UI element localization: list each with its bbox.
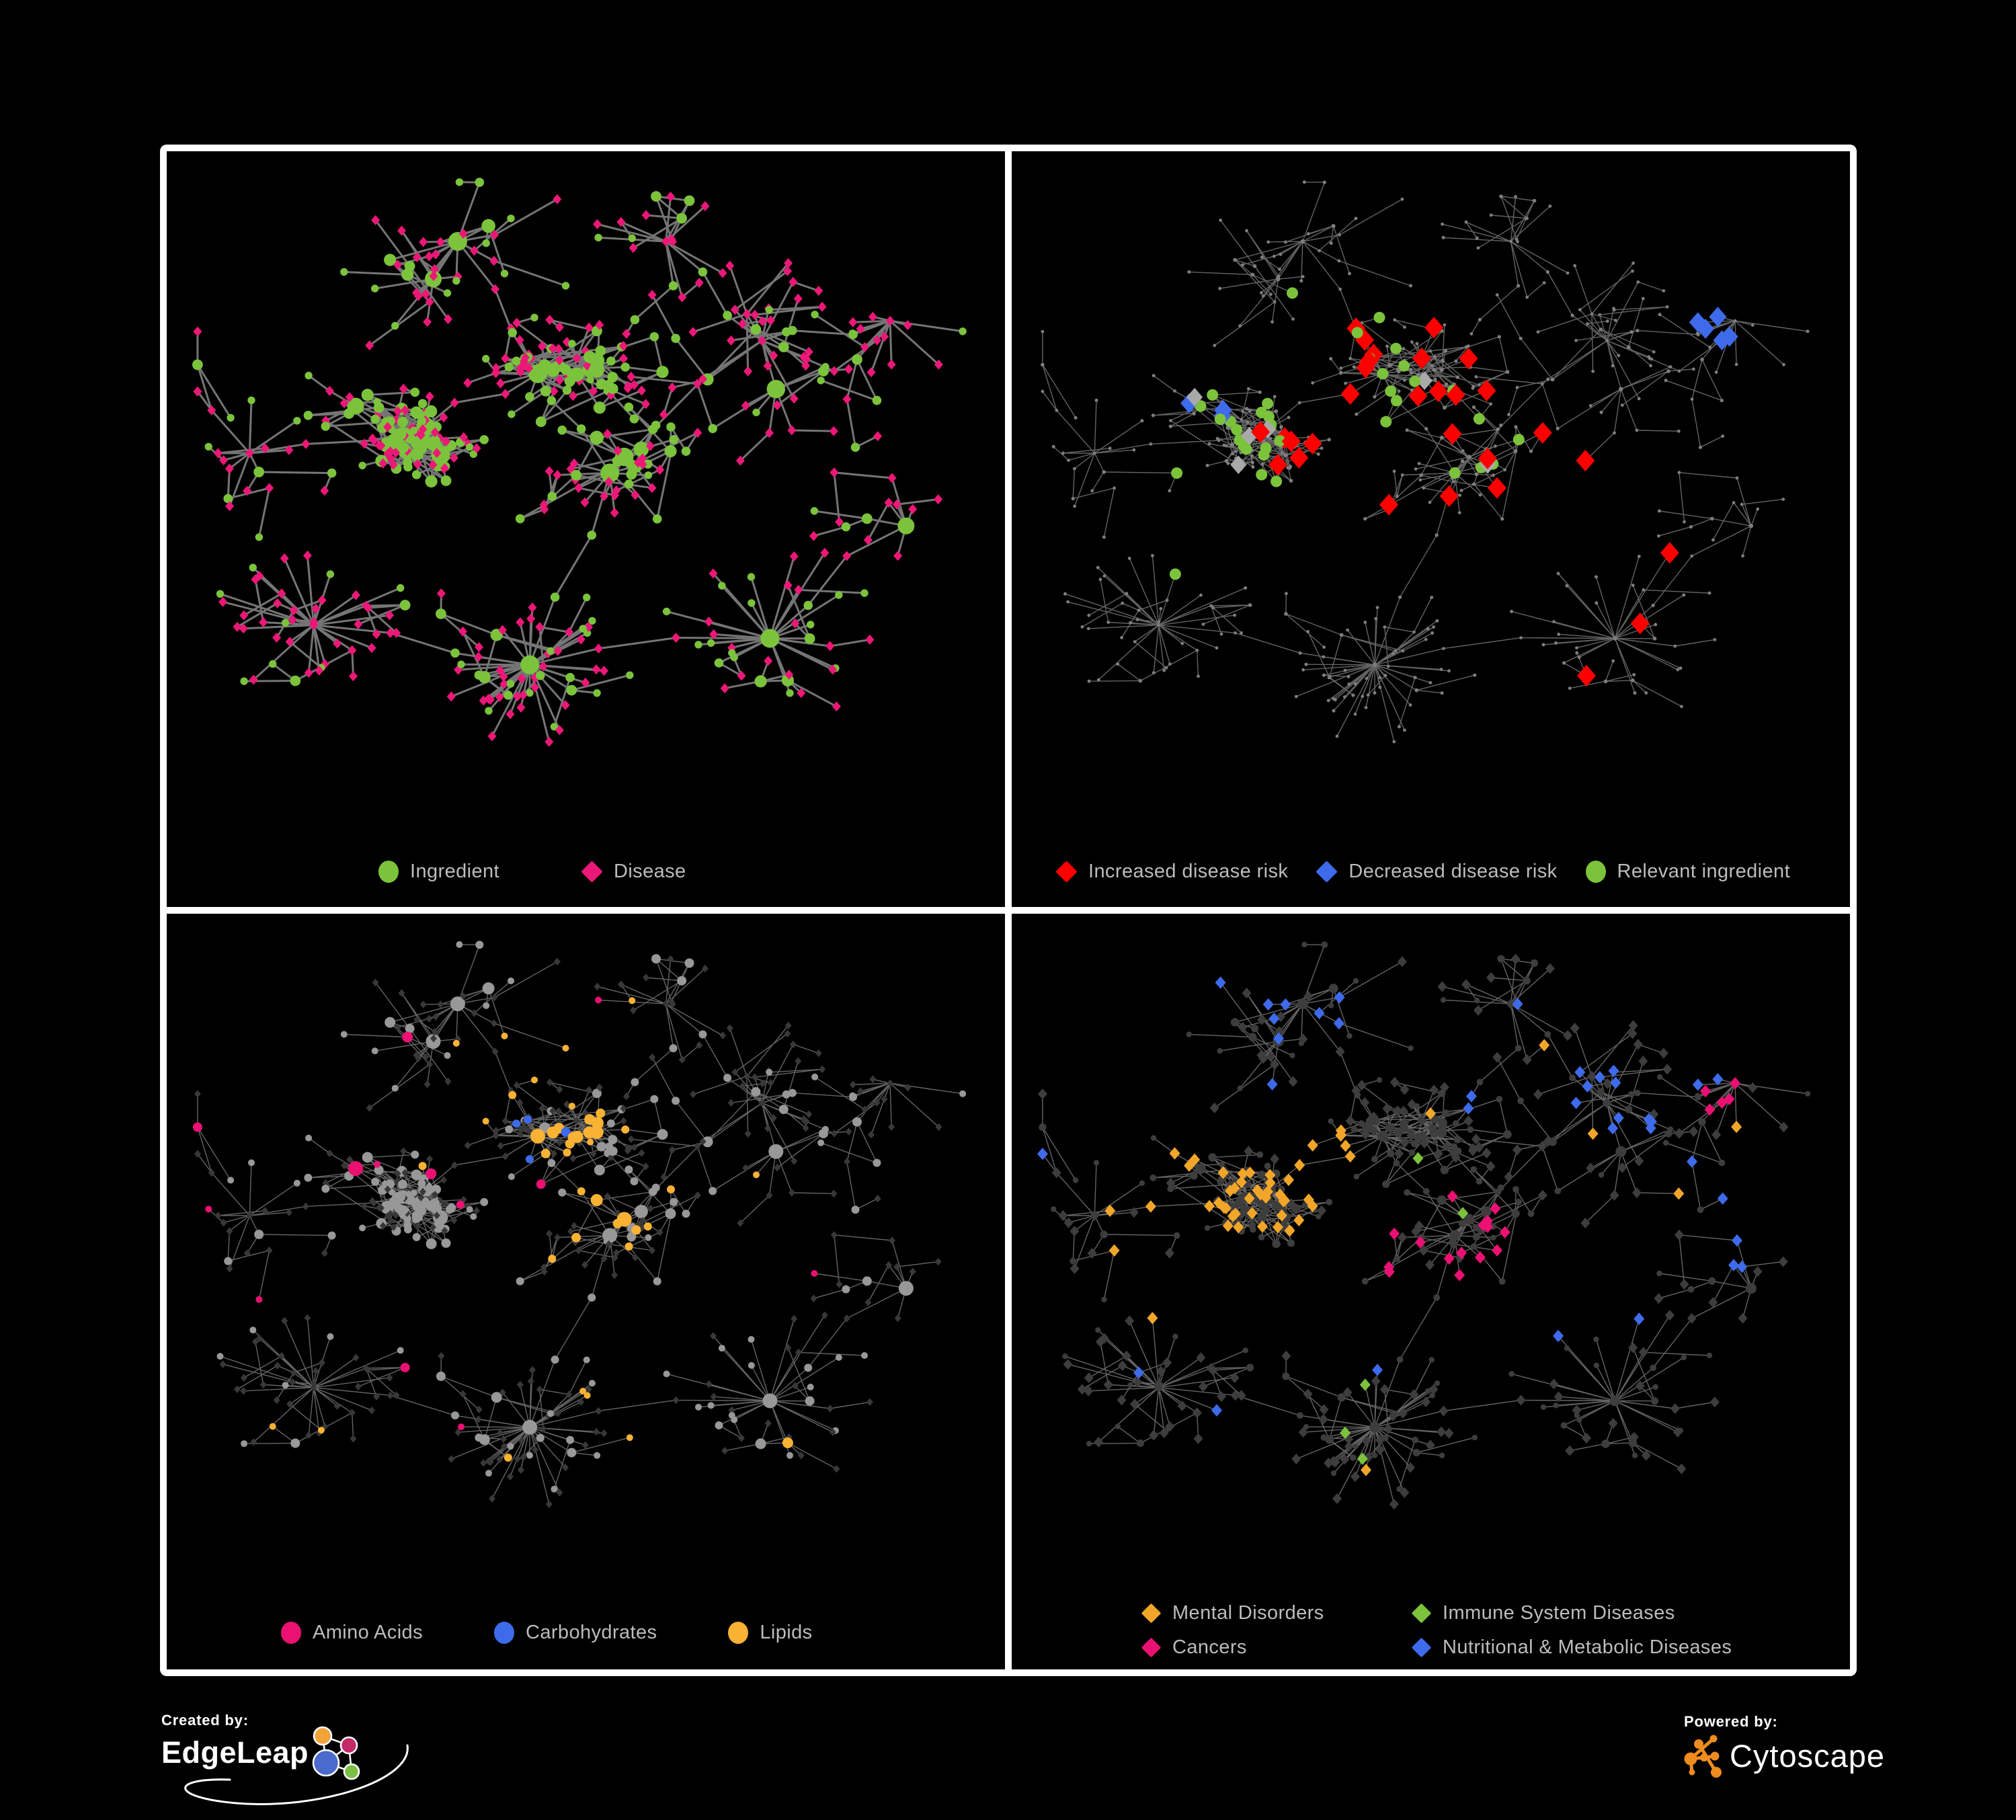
network-graph-disease-classes (1037, 941, 1811, 1510)
legend-item: Mental Disorders (1141, 1602, 1412, 1624)
legend-circle-marker-icon (1585, 861, 1606, 883)
legend-circle-marker-icon (728, 1622, 749, 1644)
legend-diamond-marker-icon (1055, 861, 1078, 883)
network-graph-ingredient-classes (192, 941, 967, 1508)
legend-label: Mental Disorders (1172, 1602, 1324, 1624)
legend-item: Decreased disease risk (1316, 861, 1557, 883)
legend-label: Disease (614, 861, 686, 882)
edgeleap-brand-row: EdgeLeap (161, 1726, 370, 1790)
legend-item: Ingredient (378, 861, 499, 883)
cytoscape-credit: Powered by: Cytoscape (1684, 1713, 1885, 1779)
panel-disease-classes: Mental Disorders Immune System Diseases Ca… (1012, 914, 1850, 1669)
figure-grid: Ingredient Disease Increased disease risk… (160, 145, 1857, 1676)
legend-diamond-marker-icon (1316, 861, 1338, 883)
legend-label: Relevant ingredient (1617, 861, 1791, 882)
legend-diamond-marker-icon (1141, 1637, 1162, 1658)
legend-ingredient-disease: Ingredient Disease (167, 861, 1005, 883)
legend-circle-marker-icon (378, 861, 399, 883)
panel-ingredient-disease: Ingredient Disease (167, 151, 1005, 907)
edgeleap-credit: Created by: EdgeLeap (161, 1712, 409, 1805)
legend-label: Lipids (760, 1622, 813, 1643)
edgeleap-wordmark: EdgeLeap (161, 1735, 309, 1770)
legend-circle-marker-icon (281, 1622, 301, 1644)
legend-circle-marker-icon (493, 1622, 514, 1644)
legend-diamond-marker-icon (581, 861, 603, 883)
powered-by-label: Powered by: (1684, 1713, 1778, 1730)
cytoscape-logo-icon (1684, 1735, 1722, 1778)
legend-ingredient-classes: Amino Acids Carbohydrates Lipids (167, 1622, 1005, 1644)
legend-label: Immune System Diseases (1443, 1602, 1675, 1624)
legend-label: Carbohydrates (525, 1622, 657, 1643)
legend-item: Lipids (728, 1622, 812, 1644)
legend-disease-risk: Increased disease risk Decreased disease … (1012, 861, 1850, 883)
cytoscape-wordmark: Cytoscape (1730, 1737, 1886, 1774)
legend-label: Ingredient (410, 861, 499, 882)
legend-item: Carbohydrates (493, 1622, 657, 1644)
legend-item: Disease (581, 861, 686, 883)
legend-item: Cancers (1141, 1636, 1412, 1659)
legend-label: Amino Acids (313, 1622, 423, 1643)
created-by-label: Created by: (161, 1712, 249, 1729)
legend-diamond-marker-icon (1411, 1603, 1432, 1624)
network-graph-ingredient-disease (192, 177, 967, 747)
legend-diamond-marker-icon (1141, 1603, 1162, 1624)
panel-ingredient-classes: Amino Acids Carbohydrates Lipids (167, 914, 1005, 1669)
legend-item: Amino Acids (281, 1622, 423, 1644)
legend-label: Decreased disease risk (1348, 861, 1558, 882)
network-graph-disease-risk (1041, 180, 1810, 744)
legend-item: Increased disease risk (1055, 861, 1289, 883)
legend-disease-classes: Mental Disorders Immune System Diseases Ca… (1141, 1602, 1732, 1659)
legend-diamond-marker-icon (1411, 1637, 1432, 1658)
edgeleap-logo-icon (312, 1726, 360, 1780)
panel-disease-risk: Increased disease risk Decreased disease … (1012, 151, 1850, 907)
legend-item: Immune System Diseases (1411, 1602, 1732, 1624)
cytoscape-brand-row: Cytoscape (1684, 1732, 1885, 1779)
legend-label: Cancers (1172, 1636, 1247, 1658)
legend-label: Increased disease risk (1088, 861, 1289, 882)
legend-item: Relevant ingredient (1585, 861, 1791, 883)
legend-item: Nutritional & Metabolic Diseases (1411, 1636, 1732, 1659)
legend-label: Nutritional & Metabolic Diseases (1443, 1636, 1732, 1658)
